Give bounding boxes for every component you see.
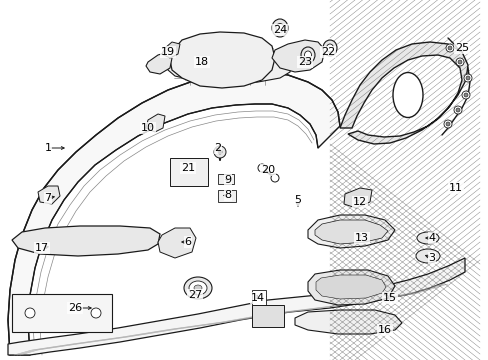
- Polygon shape: [38, 186, 60, 204]
- Polygon shape: [12, 226, 160, 256]
- Bar: [170, 158, 207, 186]
- Ellipse shape: [416, 232, 438, 244]
- Circle shape: [445, 44, 453, 52]
- Circle shape: [91, 308, 101, 318]
- Text: 3: 3: [427, 253, 435, 263]
- Text: 2: 2: [214, 143, 221, 153]
- Circle shape: [463, 93, 467, 97]
- Circle shape: [25, 308, 35, 318]
- Polygon shape: [8, 258, 464, 355]
- Ellipse shape: [301, 47, 314, 63]
- Ellipse shape: [326, 44, 333, 52]
- Polygon shape: [343, 188, 371, 208]
- Circle shape: [455, 58, 463, 66]
- Ellipse shape: [189, 281, 206, 295]
- Text: 21: 21: [181, 163, 195, 173]
- Circle shape: [270, 174, 279, 182]
- Text: 23: 23: [297, 57, 311, 67]
- Text: 15: 15: [382, 293, 396, 303]
- Circle shape: [443, 120, 451, 128]
- Text: 11: 11: [448, 183, 462, 193]
- Ellipse shape: [415, 249, 439, 263]
- Ellipse shape: [392, 72, 422, 117]
- Text: 26: 26: [68, 303, 82, 313]
- Circle shape: [465, 76, 469, 80]
- Text: 5: 5: [294, 195, 301, 205]
- Polygon shape: [146, 114, 164, 132]
- Polygon shape: [294, 310, 401, 334]
- Polygon shape: [314, 220, 387, 244]
- Ellipse shape: [194, 285, 202, 291]
- Text: 27: 27: [187, 290, 202, 300]
- Circle shape: [453, 106, 461, 114]
- Ellipse shape: [275, 23, 284, 32]
- Bar: [251, 305, 284, 327]
- Polygon shape: [339, 42, 467, 144]
- Bar: [251, 290, 265, 308]
- Text: 4: 4: [427, 233, 435, 243]
- Text: 20: 20: [261, 165, 274, 175]
- Polygon shape: [315, 275, 385, 299]
- Text: 8: 8: [224, 190, 231, 200]
- Polygon shape: [146, 52, 172, 74]
- Bar: [12, 294, 112, 332]
- Polygon shape: [158, 228, 196, 258]
- Ellipse shape: [323, 40, 336, 56]
- Text: 13: 13: [354, 233, 368, 243]
- Circle shape: [447, 46, 451, 50]
- Circle shape: [218, 150, 222, 154]
- Ellipse shape: [271, 19, 287, 37]
- Polygon shape: [168, 48, 291, 84]
- Polygon shape: [307, 215, 394, 248]
- Bar: [218, 190, 236, 202]
- Text: 1: 1: [44, 143, 51, 153]
- Text: 24: 24: [272, 25, 286, 35]
- Text: 22: 22: [320, 47, 334, 57]
- Text: 6: 6: [184, 237, 191, 247]
- Text: 12: 12: [352, 197, 366, 207]
- Text: 25: 25: [454, 43, 468, 53]
- Text: 18: 18: [195, 57, 209, 67]
- Text: 17: 17: [35, 243, 49, 253]
- Circle shape: [258, 164, 265, 172]
- Circle shape: [455, 108, 459, 112]
- Circle shape: [463, 74, 471, 82]
- Circle shape: [214, 146, 225, 158]
- Bar: [218, 174, 234, 184]
- Polygon shape: [162, 42, 180, 58]
- Text: 14: 14: [250, 293, 264, 303]
- Polygon shape: [271, 40, 325, 72]
- Text: 19: 19: [161, 47, 175, 57]
- Circle shape: [445, 122, 449, 126]
- Text: 7: 7: [44, 193, 51, 203]
- Ellipse shape: [304, 51, 311, 59]
- Text: 16: 16: [377, 325, 391, 335]
- Circle shape: [461, 91, 469, 99]
- Polygon shape: [170, 32, 274, 88]
- Polygon shape: [307, 270, 394, 305]
- Polygon shape: [8, 72, 339, 355]
- Text: 10: 10: [141, 123, 155, 133]
- Circle shape: [457, 60, 461, 64]
- Text: 9: 9: [224, 175, 231, 185]
- Ellipse shape: [183, 277, 212, 299]
